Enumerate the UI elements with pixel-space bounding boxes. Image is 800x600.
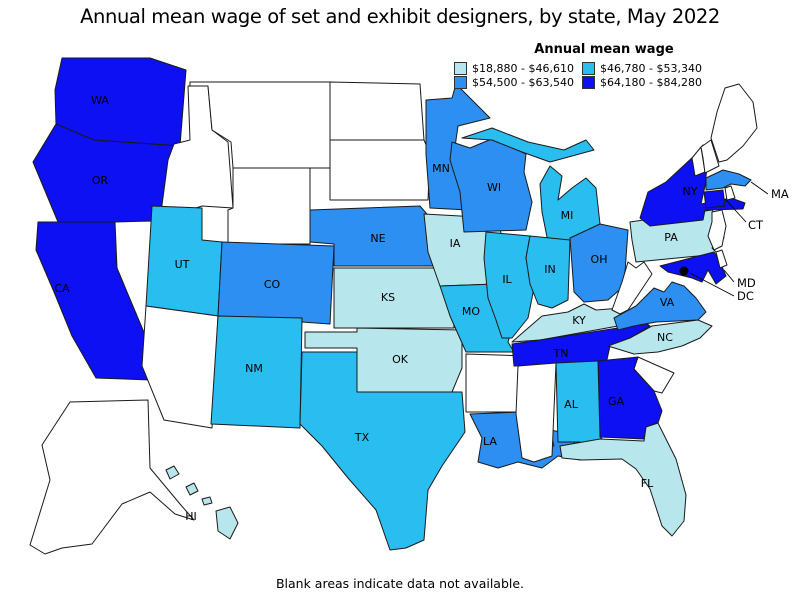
state-label-nc: NC (657, 331, 673, 344)
state-label-ks: KS (381, 291, 395, 304)
state-label-ne: NE (370, 232, 385, 245)
state-label-oh: OH (591, 253, 608, 266)
state-label-al: AL (564, 398, 579, 411)
legend-label-0: $18,880 - $46,610 (472, 62, 574, 75)
callout-label-ma: MA (771, 187, 789, 201)
legend-swatch-2 (454, 76, 467, 89)
dc-marker-dot (679, 266, 689, 276)
state-label-mo: MO (462, 305, 480, 318)
state-label-ga: GA (608, 395, 625, 408)
legend-swatch-0 (454, 62, 467, 75)
state-label-ca: CA (54, 282, 70, 295)
state-sd (329, 139, 431, 201)
state-nm (210, 315, 303, 429)
state-label-pa: PA (664, 231, 678, 244)
state-hi (185, 482, 199, 496)
state-nd (329, 81, 425, 141)
legend-swatch-3 (582, 76, 595, 89)
state-label-mn: MN (432, 162, 450, 175)
legend-item-1: $46,780 - $53,340 (582, 62, 770, 75)
state-label-il: IL (502, 273, 512, 286)
state-label-wi: WI (487, 181, 501, 194)
state-mi (461, 127, 595, 163)
footnote: Blank areas indicate data not available. (275, 576, 525, 591)
state-label-co: CO (264, 278, 281, 291)
state-label-ky: KY (572, 314, 586, 327)
state-label-nm: NM (245, 362, 263, 375)
state-label-ia: IA (450, 237, 461, 250)
legend-swatch-1 (582, 62, 595, 75)
state-ma (705, 169, 752, 191)
state-label-hi: HI (185, 510, 197, 523)
legend-item-0: $18,880 - $46,610 (454, 62, 576, 75)
legend-item-2: $54,500 - $63,540 (454, 76, 576, 89)
state-label-la: LA (483, 435, 497, 448)
state-label-ok: OK (392, 353, 409, 366)
state-ky (511, 303, 633, 343)
state-ri (724, 185, 736, 201)
state-mi (539, 165, 601, 243)
state-oh (569, 223, 629, 303)
state-hi (165, 465, 180, 480)
callout-label-ct: CT (748, 218, 764, 232)
state-ks (333, 267, 455, 329)
leader-line-md (723, 269, 735, 283)
legend-label-3: $64,180 - $84,280 (600, 76, 702, 89)
state-wy (227, 167, 311, 245)
state-label-or: OR (92, 174, 109, 187)
state-fl (559, 422, 687, 537)
leader-line-ct (725, 199, 747, 223)
state-label-wa: WA (91, 94, 109, 107)
state-ct (703, 189, 726, 209)
state-label-tn: TN (553, 347, 569, 360)
state-hi (215, 506, 239, 540)
legend-label-2: $54,500 - $63,540 (472, 76, 574, 89)
legend-label-1: $46,780 - $53,340 (600, 62, 702, 75)
state-nh (700, 139, 720, 174)
callout-label-dc: DC (737, 289, 754, 303)
state-ga (597, 356, 663, 440)
state-label-mi: MI (561, 209, 574, 222)
callout-label-md: MD (737, 276, 756, 290)
state-me (710, 83, 758, 163)
page-title: Annual mean wage of set and exhibit desi… (80, 5, 720, 28)
state-va (613, 281, 707, 331)
state-hi (201, 496, 213, 506)
legend: Annual mean wage $18,880 - $46,610 $46,7… (438, 42, 770, 89)
legend-item-3: $64,180 - $84,280 (582, 76, 770, 89)
leader-line-dc (689, 272, 735, 297)
state-nj (707, 209, 727, 251)
state-ms (515, 362, 557, 463)
state-label-tx: TX (354, 431, 370, 444)
state-label-fl: FL (641, 477, 654, 490)
state-az (141, 305, 219, 429)
state-label-va: VA (660, 296, 675, 309)
state-nc (607, 319, 713, 355)
state-ak (29, 399, 195, 555)
state-label-ny: NY (683, 185, 698, 198)
state-label-ut: UT (175, 258, 190, 271)
state-co (217, 241, 335, 325)
state-in (525, 235, 571, 309)
state-tx (299, 351, 466, 551)
leader-line-ma (750, 181, 769, 195)
state-de (715, 249, 728, 269)
legend-title: Annual mean wage (534, 42, 674, 57)
legend-grid: $18,880 - $46,610 $46,780 - $53,340 $54,… (438, 62, 770, 89)
state-label-in: IN (544, 263, 555, 276)
